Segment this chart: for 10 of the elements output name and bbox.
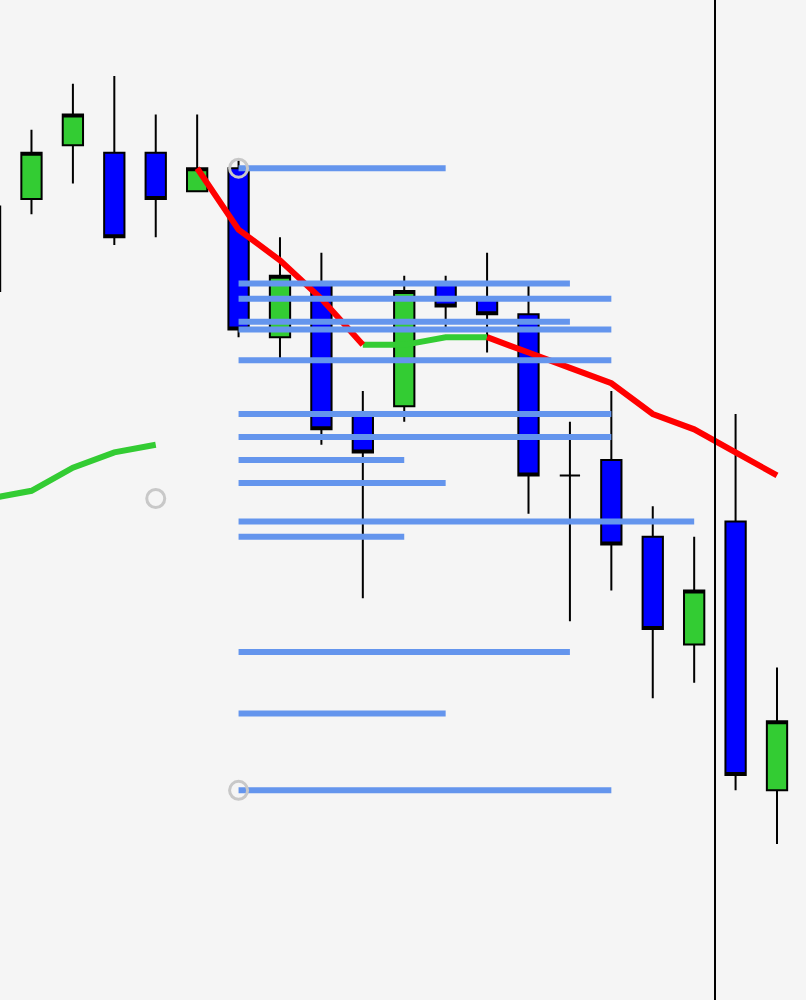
- candlestick: [558, 420, 582, 623]
- candlestick: [683, 535, 706, 684]
- candlestick: [20, 128, 43, 216]
- candlestick: [641, 505, 664, 700]
- candlestick: [103, 75, 126, 246]
- candlestick: [600, 389, 623, 592]
- candlestick: [765, 666, 789, 846]
- candlestick: [61, 82, 85, 185]
- candlestick: [144, 113, 167, 239]
- candlestick: [724, 412, 747, 792]
